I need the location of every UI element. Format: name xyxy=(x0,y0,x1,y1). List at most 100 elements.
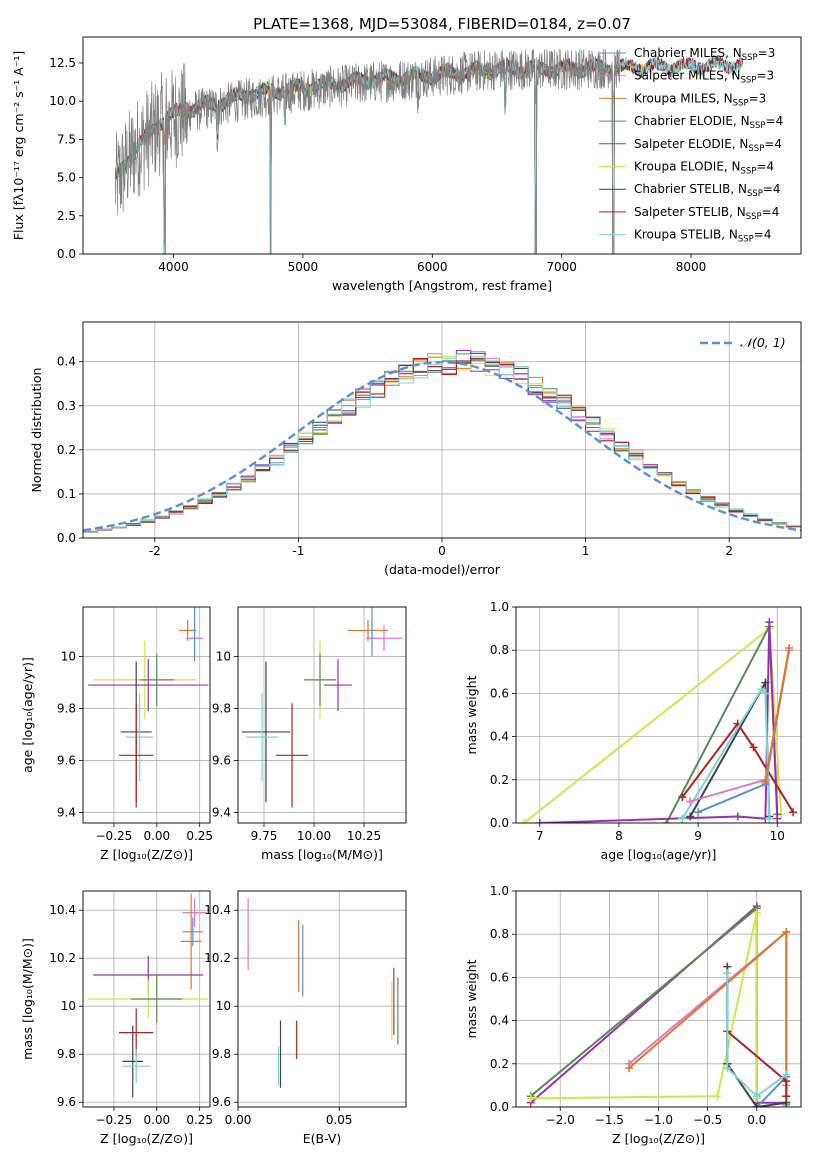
axes-frame xyxy=(515,890,802,1108)
y-tick-label: 1.0 xyxy=(490,600,509,614)
axes-frame xyxy=(82,606,211,824)
y-tick-label: 0.8 xyxy=(490,643,509,657)
grid xyxy=(83,607,210,823)
y-axis-label: Flux [fλ10⁻¹⁷ erg cm⁻² s⁻¹ A⁻¹] xyxy=(11,51,26,240)
x-tick-label: 4000 xyxy=(158,260,189,274)
y-tick-label: 9.8 xyxy=(212,701,231,715)
legend-tail: =4 xyxy=(766,114,784,128)
axes-frame xyxy=(237,890,407,1108)
errorbar-point xyxy=(192,607,197,662)
legend-tail: =4 xyxy=(762,205,780,219)
plot-area xyxy=(88,893,209,1098)
plot-area xyxy=(519,618,798,823)
y-tick-label: 2.5 xyxy=(57,209,76,223)
weight-marker xyxy=(694,808,703,817)
y-tick-label: 10 xyxy=(61,649,76,663)
weight-marker xyxy=(761,689,770,698)
spectrum-panel: 4000 5000 6000 7000 8000 0.0 2.5 5.0 7.5 10.0 12.5… xyxy=(11,36,802,293)
x-tick-label: 10.00 xyxy=(297,829,331,843)
y-axis-label: Normed distribution xyxy=(29,368,44,493)
weight-marker xyxy=(757,685,766,694)
legend-sub: SSP xyxy=(741,167,757,177)
errorbar-point xyxy=(324,659,352,712)
x-tick-label: −0.5 xyxy=(693,1113,722,1127)
y-tick-label: 0.1 xyxy=(57,487,76,501)
x-tick-label: 9.75 xyxy=(251,829,278,843)
legend-sub: SSP xyxy=(733,98,749,108)
age-vs-Z-panel: −0.25 0.00 0.25 9.4 9.6 9.8 10 Z [log₁₀(Z/Z⊙)] a… xyxy=(20,606,213,862)
y-tick-label: 9.4 xyxy=(57,806,76,820)
y-tick-label: 0.0 xyxy=(57,531,76,545)
legend-label: Chabrier ELODIE, NSSP=4 xyxy=(634,114,783,131)
errorbar-point xyxy=(122,1049,150,1083)
weight-line-salpeter-stelib xyxy=(681,721,794,813)
weight-marker xyxy=(765,618,774,627)
legend-tail: =4 xyxy=(764,137,782,151)
legend-tail: =4 xyxy=(763,182,781,196)
axes: -2 -1 0 1 2 0.0 0.1 0.2 0.3 0.4 (data-model)/error… xyxy=(29,321,802,577)
y-tick-label: 9.4 xyxy=(212,806,231,820)
weight-line-kroupa-stelib xyxy=(726,973,787,1098)
weight-marker xyxy=(733,812,742,821)
y-tick-label: 10.4 xyxy=(204,903,231,917)
normal-curve xyxy=(83,360,801,532)
axes-frame xyxy=(237,606,407,824)
weight-line-kroupa-elodie xyxy=(530,912,758,1100)
legend-label: Chabrier MILES, NSSP=3 xyxy=(634,46,775,63)
figure-title: PLATE=1368, MJD=53084, FIBERID=0184, z=0… xyxy=(253,15,631,33)
errorbar-point xyxy=(242,661,290,803)
x-axis-label: Z [log₁₀(Z/Z⊙)] xyxy=(612,1131,705,1146)
legend-tail: =4 xyxy=(756,160,774,174)
axes: −2.0 −1.5 −1.0 −0.5 0.0 0.0 0.2 0.4 0.6 0.8 1.0 Z [… xyxy=(464,884,802,1146)
y-tick-label: 0.8 xyxy=(490,927,509,941)
legend-label: Salpeter ELODIE, NSSP=4 xyxy=(634,137,782,154)
y-tick-label: 7.5 xyxy=(57,132,76,146)
weight-marker xyxy=(749,743,758,752)
x-axis-label: age [log₁₀(age/yr)] xyxy=(601,847,717,862)
weight-marker xyxy=(678,814,687,823)
weight-line-kroupa-stelib xyxy=(681,687,771,820)
legend-label: Salpeter STELIB, NSSP=4 xyxy=(634,205,779,222)
y-tick-label: 0.0 xyxy=(57,247,76,261)
x-tick-label: −1.0 xyxy=(644,1113,673,1127)
x-tick-label: 7000 xyxy=(546,260,577,274)
axes: 7 8 9 10 0.0 0.2 0.4 0.6 0.8 1.0 age [log₁₀(age/yr… xyxy=(464,600,802,862)
weight-marker xyxy=(686,812,695,821)
errorbar-point xyxy=(139,653,174,706)
grid xyxy=(237,891,406,1107)
legend-label: Kroupa ELODIE, NSSP=4 xyxy=(634,160,774,177)
x-axis-label: Z [log₁₀(Z/Z⊙)] xyxy=(100,847,193,862)
weight-vs-age-panel: 7 8 9 10 0.0 0.2 0.4 0.6 0.8 1.0 age [log₁₀(age/yr… xyxy=(464,600,802,862)
x-tick-label: −0.25 xyxy=(96,1113,133,1127)
grid xyxy=(516,606,801,824)
weight-line-kroupa-miles xyxy=(764,647,791,783)
legend: Chabrier MILES, NSSP=3 Salpeter MILES, NS… xyxy=(599,46,783,245)
weight-marker xyxy=(723,1064,732,1073)
x-tick-label: 9 xyxy=(694,829,702,843)
x-tick-label: 0.00 xyxy=(143,1113,170,1127)
weight-marker xyxy=(752,908,761,917)
errorbar-point xyxy=(304,653,336,706)
mass-vs-EBV-panel: 0.00 0.05 9.6 9.8 10 10.2 10.4 E(B-V) xyxy=(204,890,407,1146)
errorbar-point xyxy=(246,692,278,782)
legend-sub: SSP xyxy=(747,189,763,199)
histogram-kroupa-stelib xyxy=(83,353,801,538)
legend-label: Kroupa MILES, NSSP=3 xyxy=(634,91,766,108)
y-tick-label: 0.4 xyxy=(490,730,509,744)
age-vs-mass-panel: 9.75 10.00 10.25 9.4 9.6 9.8 10 mass [log₁₀(M/M… xyxy=(212,606,407,862)
x-tick-label: -2 xyxy=(149,544,161,558)
y-axis-label: age [log₁₀(age/yr)] xyxy=(20,657,35,773)
residual-histogram-panel: -2 -1 0 1 2 0.0 0.1 0.2 0.3 0.4 (data-model)/error… xyxy=(29,321,802,577)
weight-line-chabrier-elodie xyxy=(665,622,779,823)
x-tick-label: 5000 xyxy=(288,260,319,274)
x-axis-label: wavelength [Angstrom, rest frame] xyxy=(332,278,552,293)
legend-label: 𝒩(0, 1) xyxy=(740,335,786,350)
x-tick-label: 2 xyxy=(725,544,733,558)
legend-sub: SSP xyxy=(750,121,766,131)
y-tick-label: 9.8 xyxy=(57,701,76,715)
weight-marker xyxy=(782,1070,791,1079)
x-tick-label: 0.05 xyxy=(326,1113,353,1127)
grid xyxy=(238,607,406,823)
data-spectrum xyxy=(114,48,621,254)
